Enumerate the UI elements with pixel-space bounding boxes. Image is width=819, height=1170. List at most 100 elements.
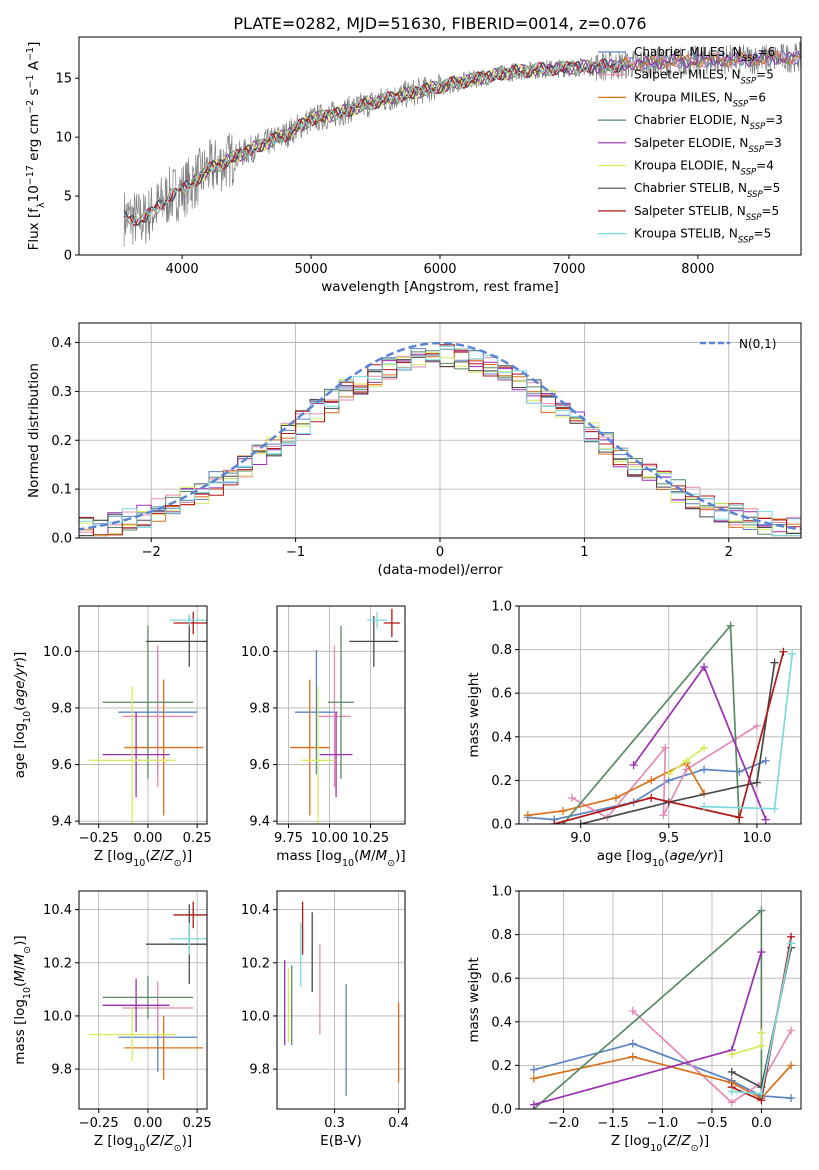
- legend-entry: Kroupa ELODIE, NSSP=4: [634, 159, 774, 178]
- x-axis-label-part: 10: [342, 858, 354, 869]
- axes-frame: [78, 36, 802, 256]
- x-tick-label: 0.4: [388, 1116, 409, 1131]
- legend-model-name: Kroupa ELODIE: [634, 159, 724, 173]
- y-tick-label: 10.4: [43, 903, 72, 918]
- x-tick-label: −0.25: [79, 1116, 119, 1131]
- weight-point-marker: [628, 1006, 637, 1015]
- y-tick-label: 0.1: [51, 483, 72, 498]
- model-spectrum-kroupa-stelib: [123, 60, 624, 226]
- y-tick-label: 0.6: [491, 687, 512, 702]
- y-tick-label: 0.2: [491, 1059, 512, 1074]
- x-axis-label-part: age/yr: [669, 848, 714, 864]
- plot-area: [79, 341, 801, 537]
- x-axis-label: E(B-V): [320, 1133, 362, 1149]
- weight-point-marker: [700, 802, 709, 811]
- weight-point-marker: [529, 1100, 538, 1109]
- weight-point-marker: [752, 778, 761, 787]
- y-axis-label: mass weight: [466, 672, 482, 757]
- legend-entry: Kroupa MILES, NSSP=6: [634, 90, 766, 109]
- weight-point-marker: [523, 811, 532, 820]
- x-tick-label: 6000: [423, 262, 456, 277]
- plot-area: [290, 608, 401, 824]
- y-tick-label: 10: [55, 131, 72, 146]
- y-tick-label: 10.2: [241, 956, 270, 971]
- y-tick-label: 9.8: [249, 1063, 270, 1078]
- legend-model-name: Salpeter ELODIE: [634, 136, 732, 150]
- legend-entry: Chabrier ELODIE, NSSP=3: [634, 113, 783, 132]
- x-axis-label-part: (: [145, 848, 150, 864]
- legend-model-name: Kroupa STELIB: [634, 227, 721, 241]
- legend-sub: SSP: [750, 122, 766, 132]
- legend-model-name: Salpeter MILES: [634, 68, 724, 82]
- y-tick-label: 9.8: [249, 701, 270, 716]
- legend-model-name: Chabrier STELIB: [634, 181, 730, 195]
- x-axis-label-part: 10: [652, 858, 664, 869]
- x-tick-label: 1: [580, 545, 588, 560]
- x-tick-label: −2.0: [548, 1116, 580, 1131]
- y-axis-label: age [log10(age/yr)]: [12, 652, 33, 778]
- weight-point-marker: [761, 756, 770, 765]
- x-tick-label: 0.25: [183, 1116, 212, 1131]
- legend-entry: Salpeter ELODIE, NSSP=3: [634, 136, 782, 155]
- x-axis-label-part: )]: [699, 1133, 710, 1149]
- legend-equals: =: [754, 227, 764, 241]
- legend-prefix: , N: [724, 159, 741, 173]
- y-axis-label-part: )]: [12, 652, 28, 663]
- legend-prefix: , N: [730, 181, 747, 195]
- x-axis-label-part: (: [145, 1133, 150, 1149]
- y-tick-label: 9.4: [249, 815, 270, 830]
- x-axis-label: Z [log10(Z/Z⊙)]: [94, 848, 192, 869]
- x-axis-label-part: Z: [680, 1133, 691, 1149]
- weight-point-marker: [788, 649, 797, 658]
- axes-frame: [518, 605, 802, 825]
- weight-point-marker: [757, 906, 766, 915]
- y-tick-label: 15: [55, 72, 72, 87]
- y-axis-label-part: 10: [26, 185, 42, 202]
- y-tick-label: 0.2: [51, 434, 72, 449]
- weight-point-marker: [770, 804, 779, 813]
- y-axis-label: Normed distribution: [26, 363, 42, 498]
- legend-nssp-value: 6: [758, 90, 766, 104]
- mass-vs-metallicity-panel: −0.25 0.00 0.259.810.010.210.4Z [log10(Z/Z…: [12, 890, 212, 1154]
- x-axis-label-part: ⊙: [174, 858, 182, 869]
- y-axis-label-part: A: [26, 60, 42, 74]
- weight-point-marker: [629, 761, 638, 770]
- weight-point-marker: [757, 1041, 766, 1050]
- y-tick-label: 0.2: [491, 774, 512, 789]
- x-axis-label: mass [log10(M/M⊙)]: [276, 848, 405, 869]
- grid-lines: [277, 891, 405, 1109]
- y-axis-label-part: ⊙: [22, 946, 33, 954]
- plot-area: [88, 901, 207, 1080]
- mass-vs-extinction-panel: 0.3 0.4 9.8 10.0 10.2 10.4 E(B-V): [241, 890, 409, 1149]
- y-tick-label: 0: [64, 249, 72, 264]
- legend-entry: Chabrier STELIB, NSSP=5: [634, 181, 780, 200]
- y-tick-label: 9.8: [51, 701, 72, 716]
- x-axis-label-part: Z: [150, 848, 161, 864]
- weight-point-marker: [787, 1061, 796, 1070]
- legend-sub: SSP: [733, 99, 749, 109]
- weight-point-marker: [628, 1039, 637, 1048]
- legend-sub: SSP: [748, 145, 764, 155]
- x-tick-label: 0.3: [324, 1116, 345, 1131]
- axes-frame: [78, 890, 208, 1110]
- x-axis-label-part: (data-model)/error: [377, 562, 503, 578]
- legend-equals: =: [757, 45, 767, 59]
- y-axis-label-part: λ: [36, 202, 47, 208]
- x-axis-label-part: age [log: [597, 848, 652, 864]
- weight-point-marker: [727, 1067, 736, 1076]
- x-tick-label: −1.5: [597, 1116, 629, 1131]
- spectrum-panel: 4000 5000 6000 7000 8000 0 5 10 15 wavelength [An…: [25, 36, 802, 295]
- x-axis-label-part: )]: [182, 848, 193, 864]
- x-axis-label: age [log10(age/yr)]: [597, 848, 723, 869]
- plot-area: [284, 901, 400, 1096]
- x-tick-label: 7000: [552, 262, 585, 277]
- axes-frame: [78, 322, 802, 539]
- weight-point-marker: [727, 1050, 736, 1059]
- x-axis-label-part: wavelength [Angstrom, rest frame]: [321, 279, 559, 295]
- axes-frame: [78, 605, 208, 825]
- legend-prefix: , N: [724, 68, 741, 82]
- normal-distribution-curve: [79, 341, 801, 531]
- x-axis-label: (data-model)/error: [377, 562, 503, 578]
